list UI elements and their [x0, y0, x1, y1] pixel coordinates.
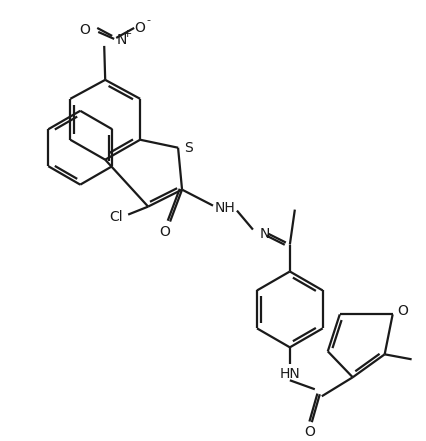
Text: +: + — [123, 29, 132, 39]
Text: S: S — [184, 141, 193, 155]
Text: -: - — [146, 15, 150, 25]
Text: O: O — [397, 304, 409, 318]
Text: NH: NH — [215, 201, 235, 215]
Text: HN: HN — [279, 367, 300, 381]
Text: O: O — [79, 23, 90, 37]
Text: O: O — [305, 425, 315, 439]
Text: O: O — [160, 224, 170, 239]
Text: Cl: Cl — [109, 209, 123, 224]
Text: N: N — [260, 227, 270, 240]
Text: O: O — [134, 21, 145, 35]
Text: N: N — [116, 33, 127, 47]
